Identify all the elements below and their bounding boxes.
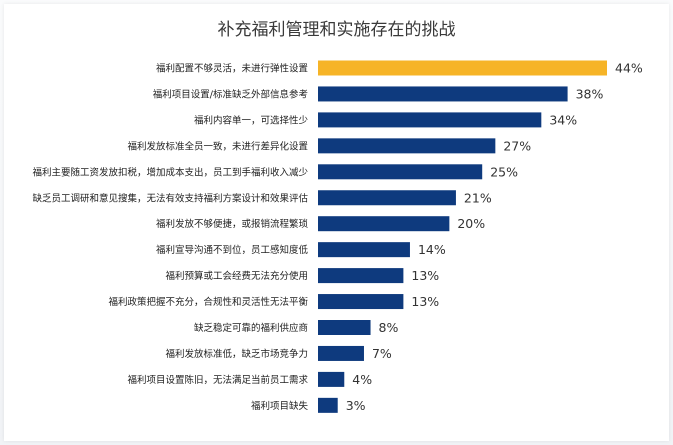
value-label: 38% <box>576 86 604 101</box>
category-label: 福利项目设置/标准缺乏外部信息参考 <box>153 88 308 100</box>
value-label: 34% <box>549 112 577 127</box>
value-label: 13% <box>411 294 439 309</box>
bar <box>318 345 364 361</box>
category-label: 福利项目设置陈旧，无法满足当前员工需求 <box>127 374 308 386</box>
bar <box>318 190 456 206</box>
bar <box>318 294 404 310</box>
value-label: 8% <box>379 320 399 335</box>
bar <box>318 138 496 154</box>
category-label: 福利预算或工会经费无法充分使用 <box>165 270 308 282</box>
value-label: 44% <box>615 61 643 76</box>
category-label: 缺乏稳定可靠的福利供应商 <box>194 322 308 334</box>
category-label: 福利项目缺失 <box>251 400 309 412</box>
category-label: 福利主要随工资发放扣税，增加成本支出，员工到手福利收入减少 <box>32 166 308 178</box>
value-label: 21% <box>464 190 492 205</box>
bar <box>318 60 607 76</box>
chart-title: 补充福利管理和实施存在的挑战 <box>217 20 456 40</box>
category-label: 福利宣导沟通不到位，员工感知度低 <box>156 244 309 256</box>
category-label: 福利发放标准低，缺乏市场竞争力 <box>165 348 308 360</box>
bar <box>318 268 404 284</box>
bar <box>318 242 410 258</box>
category-label: 福利政策把握不充分，合规性和灵活性无法平衡 <box>108 296 308 308</box>
value-label: 3% <box>346 398 366 413</box>
bar <box>318 371 345 387</box>
category-label: 福利配置不够灵活，未进行弹性设置 <box>156 63 308 75</box>
category-label: 缺乏员工调研和意见搜集，无法有效支持福利方案设计和效果评估 <box>32 192 308 204</box>
category-label: 福利内容单一，可选择性少 <box>194 114 309 126</box>
value-label: 4% <box>352 372 372 387</box>
bar <box>318 112 542 128</box>
value-label: 27% <box>503 138 531 153</box>
value-label: 13% <box>411 268 439 283</box>
bar <box>318 164 483 180</box>
category-label: 福利发放标准全员一致，未进行差异化设置 <box>127 140 308 152</box>
bar <box>318 86 568 102</box>
category-label: 福利发放不够便捷，或报销流程繁琐 <box>156 218 309 230</box>
value-label: 20% <box>457 216 485 231</box>
bar <box>318 397 338 413</box>
value-label: 25% <box>490 164 518 179</box>
value-label: 14% <box>418 242 446 257</box>
bar <box>318 216 450 232</box>
value-label: 7% <box>372 346 392 361</box>
bar <box>318 320 371 335</box>
